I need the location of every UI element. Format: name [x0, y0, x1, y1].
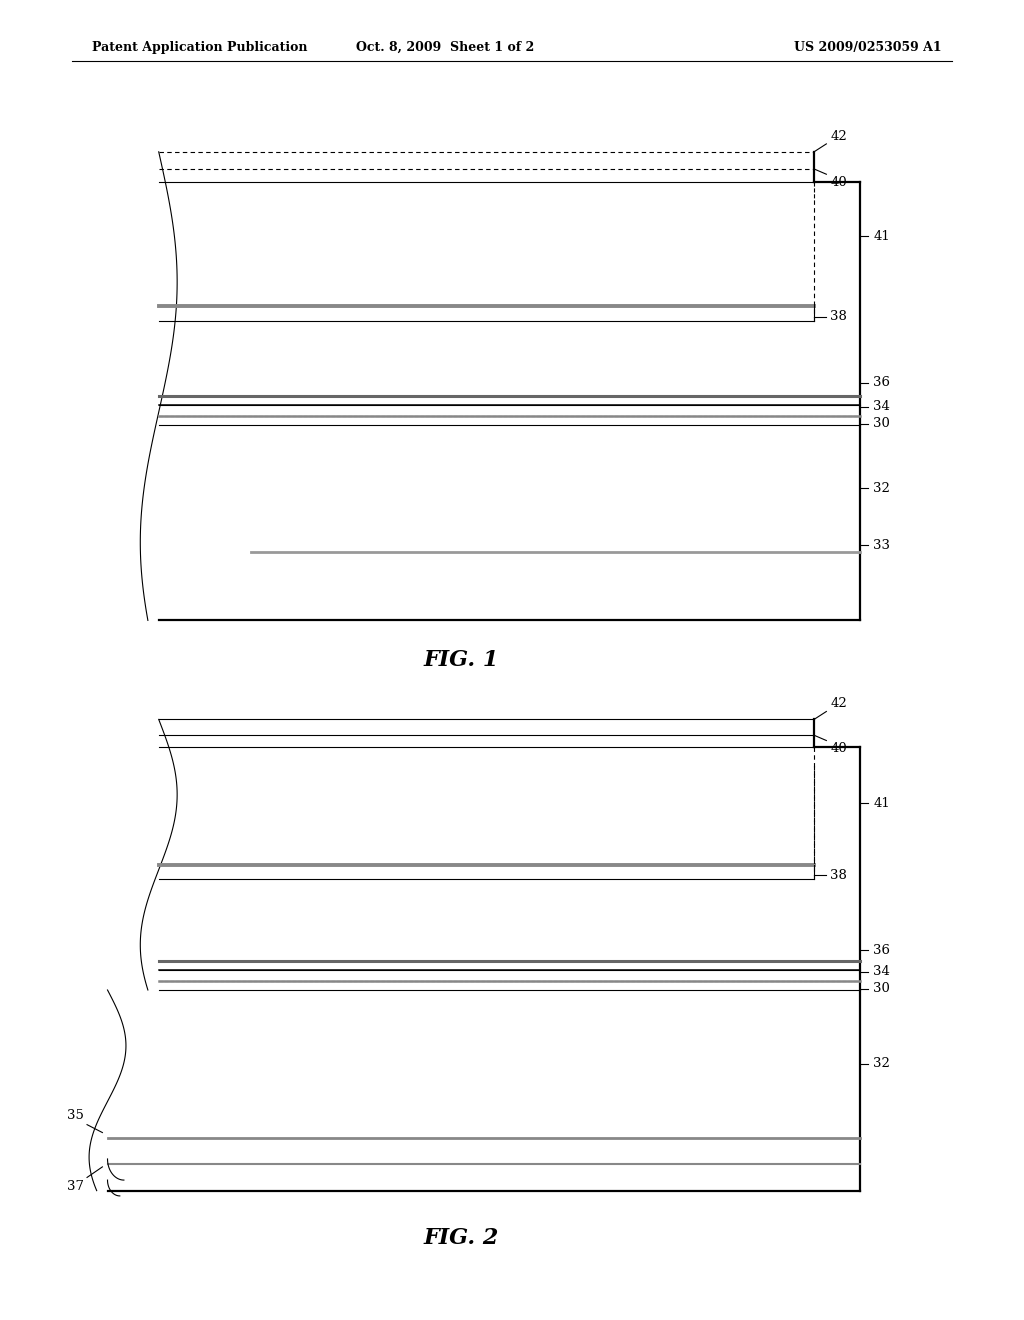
Text: Oct. 8, 2009  Sheet 1 of 2: Oct. 8, 2009 Sheet 1 of 2 — [356, 41, 535, 54]
Text: 41: 41 — [873, 797, 890, 809]
Text: 32: 32 — [873, 1057, 890, 1071]
Text: 41: 41 — [873, 230, 890, 243]
Text: 33: 33 — [873, 539, 891, 552]
Text: 35: 35 — [68, 1109, 84, 1122]
Text: 30: 30 — [873, 417, 890, 430]
Text: FIG. 2: FIG. 2 — [423, 1228, 499, 1249]
Text: US 2009/0253059 A1: US 2009/0253059 A1 — [794, 41, 941, 54]
Text: 36: 36 — [873, 376, 891, 389]
Text: 32: 32 — [873, 482, 890, 495]
Text: 42: 42 — [830, 697, 847, 710]
Text: 30: 30 — [873, 982, 890, 995]
Text: 40: 40 — [830, 176, 847, 189]
Text: 34: 34 — [873, 400, 890, 413]
Text: 42: 42 — [830, 129, 847, 143]
Text: 38: 38 — [830, 869, 847, 882]
Text: FIG. 1: FIG. 1 — [423, 649, 499, 671]
Text: 34: 34 — [873, 965, 890, 978]
Text: 37: 37 — [67, 1180, 84, 1193]
Text: Patent Application Publication: Patent Application Publication — [92, 41, 307, 54]
Text: 36: 36 — [873, 944, 891, 957]
Text: 40: 40 — [830, 742, 847, 755]
Text: 38: 38 — [830, 310, 847, 323]
